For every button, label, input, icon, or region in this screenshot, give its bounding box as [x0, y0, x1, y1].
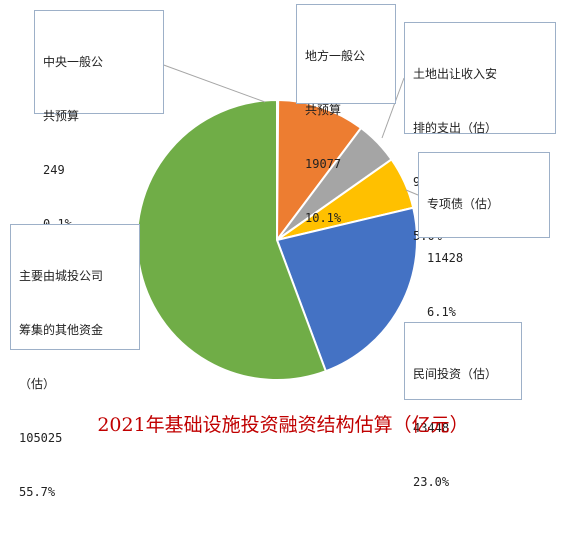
- pie-chart: [136, 59, 419, 381]
- callout-local-budget: 地方一般公 共预算 19077 10.1%: [296, 4, 396, 225]
- callout-lgfv-funds-value: 105025: [19, 431, 63, 445]
- callout-local-budget-line1: 地方一般公: [305, 49, 366, 63]
- callout-special-bonds-percent: 6.1%: [427, 305, 456, 319]
- callout-local-budget-line2: 共预算: [305, 103, 342, 117]
- callout-special-bonds: 专项债（估） 11428 6.1%: [418, 152, 550, 319]
- callout-land-sale-line2: 排的支出（估）: [413, 121, 498, 135]
- callout-central-budget-line2: 共预算: [43, 109, 80, 123]
- callout-lgfv-funds-percent: 55.7%: [19, 485, 56, 499]
- callout-central-budget-value: 249: [43, 163, 65, 177]
- callout-lgfv-funds-line1: 主要由城投公司: [19, 269, 104, 283]
- callout-lgfv-funds-line2: 筹集的其他资金: [19, 323, 104, 337]
- callout-local-budget-percent: 10.1%: [305, 211, 342, 225]
- callout-central-budget-line1: 中央一般公: [43, 55, 104, 69]
- callout-private-investment: 民间投资（估） 43448 23.0%: [404, 322, 522, 489]
- callout-private-investment-line1: 民间投资（估）: [413, 367, 498, 381]
- callout-special-bonds-line1: 专项债（估）: [427, 197, 500, 211]
- callout-land-sale-line1: 土地出让收入安: [413, 67, 498, 81]
- chart-title: 2021年基础设施投资融资结构估算（亿元）: [97, 414, 469, 436]
- pie-slice-local-budget: [275, 98, 363, 244]
- leader-line: [381, 77, 405, 139]
- chart-area: 中央一般公 共预算 249 0.1% 地方一般公 共预算 19077 10.1%…: [10, 4, 556, 499]
- callout-lgfv-funds: 主要由城投公司 筹集的其他资金 （估） 105025 55.7%: [10, 224, 140, 499]
- leader-line: [149, 59, 266, 103]
- callout-private-investment-percent: 23.0%: [413, 475, 450, 489]
- callout-special-bonds-value: 11428: [427, 251, 464, 265]
- callout-local-budget-value: 19077: [305, 157, 342, 171]
- pie-slice-private-investment: [275, 206, 418, 373]
- callout-lgfv-funds-line3: （估）: [19, 377, 56, 391]
- callout-private-investment-value: 43448: [413, 421, 450, 435]
- callout-central-budget: 中央一般公 共预算 249 0.1%: [34, 10, 164, 231]
- leader-line: [405, 189, 419, 196]
- callout-land-sale: 土地出让收入安 排的支出（估） 9431 5.0%: [404, 22, 556, 243]
